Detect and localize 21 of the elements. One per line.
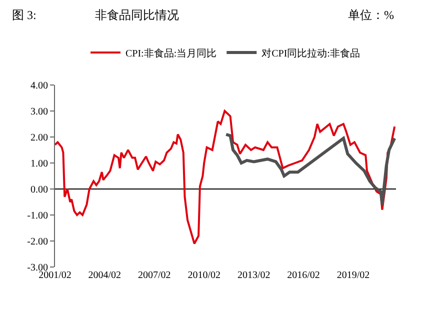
x-tick-label: 2019/02 xyxy=(336,270,370,281)
x-tick-label: 2004/02 xyxy=(88,270,122,281)
y-tick-label: -2.00 xyxy=(27,236,48,248)
chart-title: 非食品同比情况 xyxy=(95,8,179,22)
x-tick-label: 2016/02 xyxy=(287,270,320,281)
y-tick-label: 2.00 xyxy=(30,132,48,144)
y-tick-label: 3.00 xyxy=(30,106,48,118)
x-tick-label: 2007/02 xyxy=(138,270,171,281)
y-tick-label: 0.00 xyxy=(30,184,48,196)
y-tick-label: 4.00 xyxy=(30,80,48,92)
line-series xyxy=(224,132,396,206)
caption: 图 3: xyxy=(12,8,36,22)
legend-label: 对CPI同比拉动:非食品 xyxy=(262,47,360,60)
text: 单位：% xyxy=(348,8,394,22)
x-tick-label: 2001/02 xyxy=(38,270,72,281)
legend-label: CPI:非食品:当月同比 xyxy=(126,47,217,60)
y-tick-label: 1.00 xyxy=(30,158,48,170)
x-tick-label: 2013/02 xyxy=(237,270,270,281)
y-tick-label: -1.00 xyxy=(27,210,48,222)
line-series xyxy=(55,110,396,245)
x-tick-label: 2010/02 xyxy=(188,270,220,281)
